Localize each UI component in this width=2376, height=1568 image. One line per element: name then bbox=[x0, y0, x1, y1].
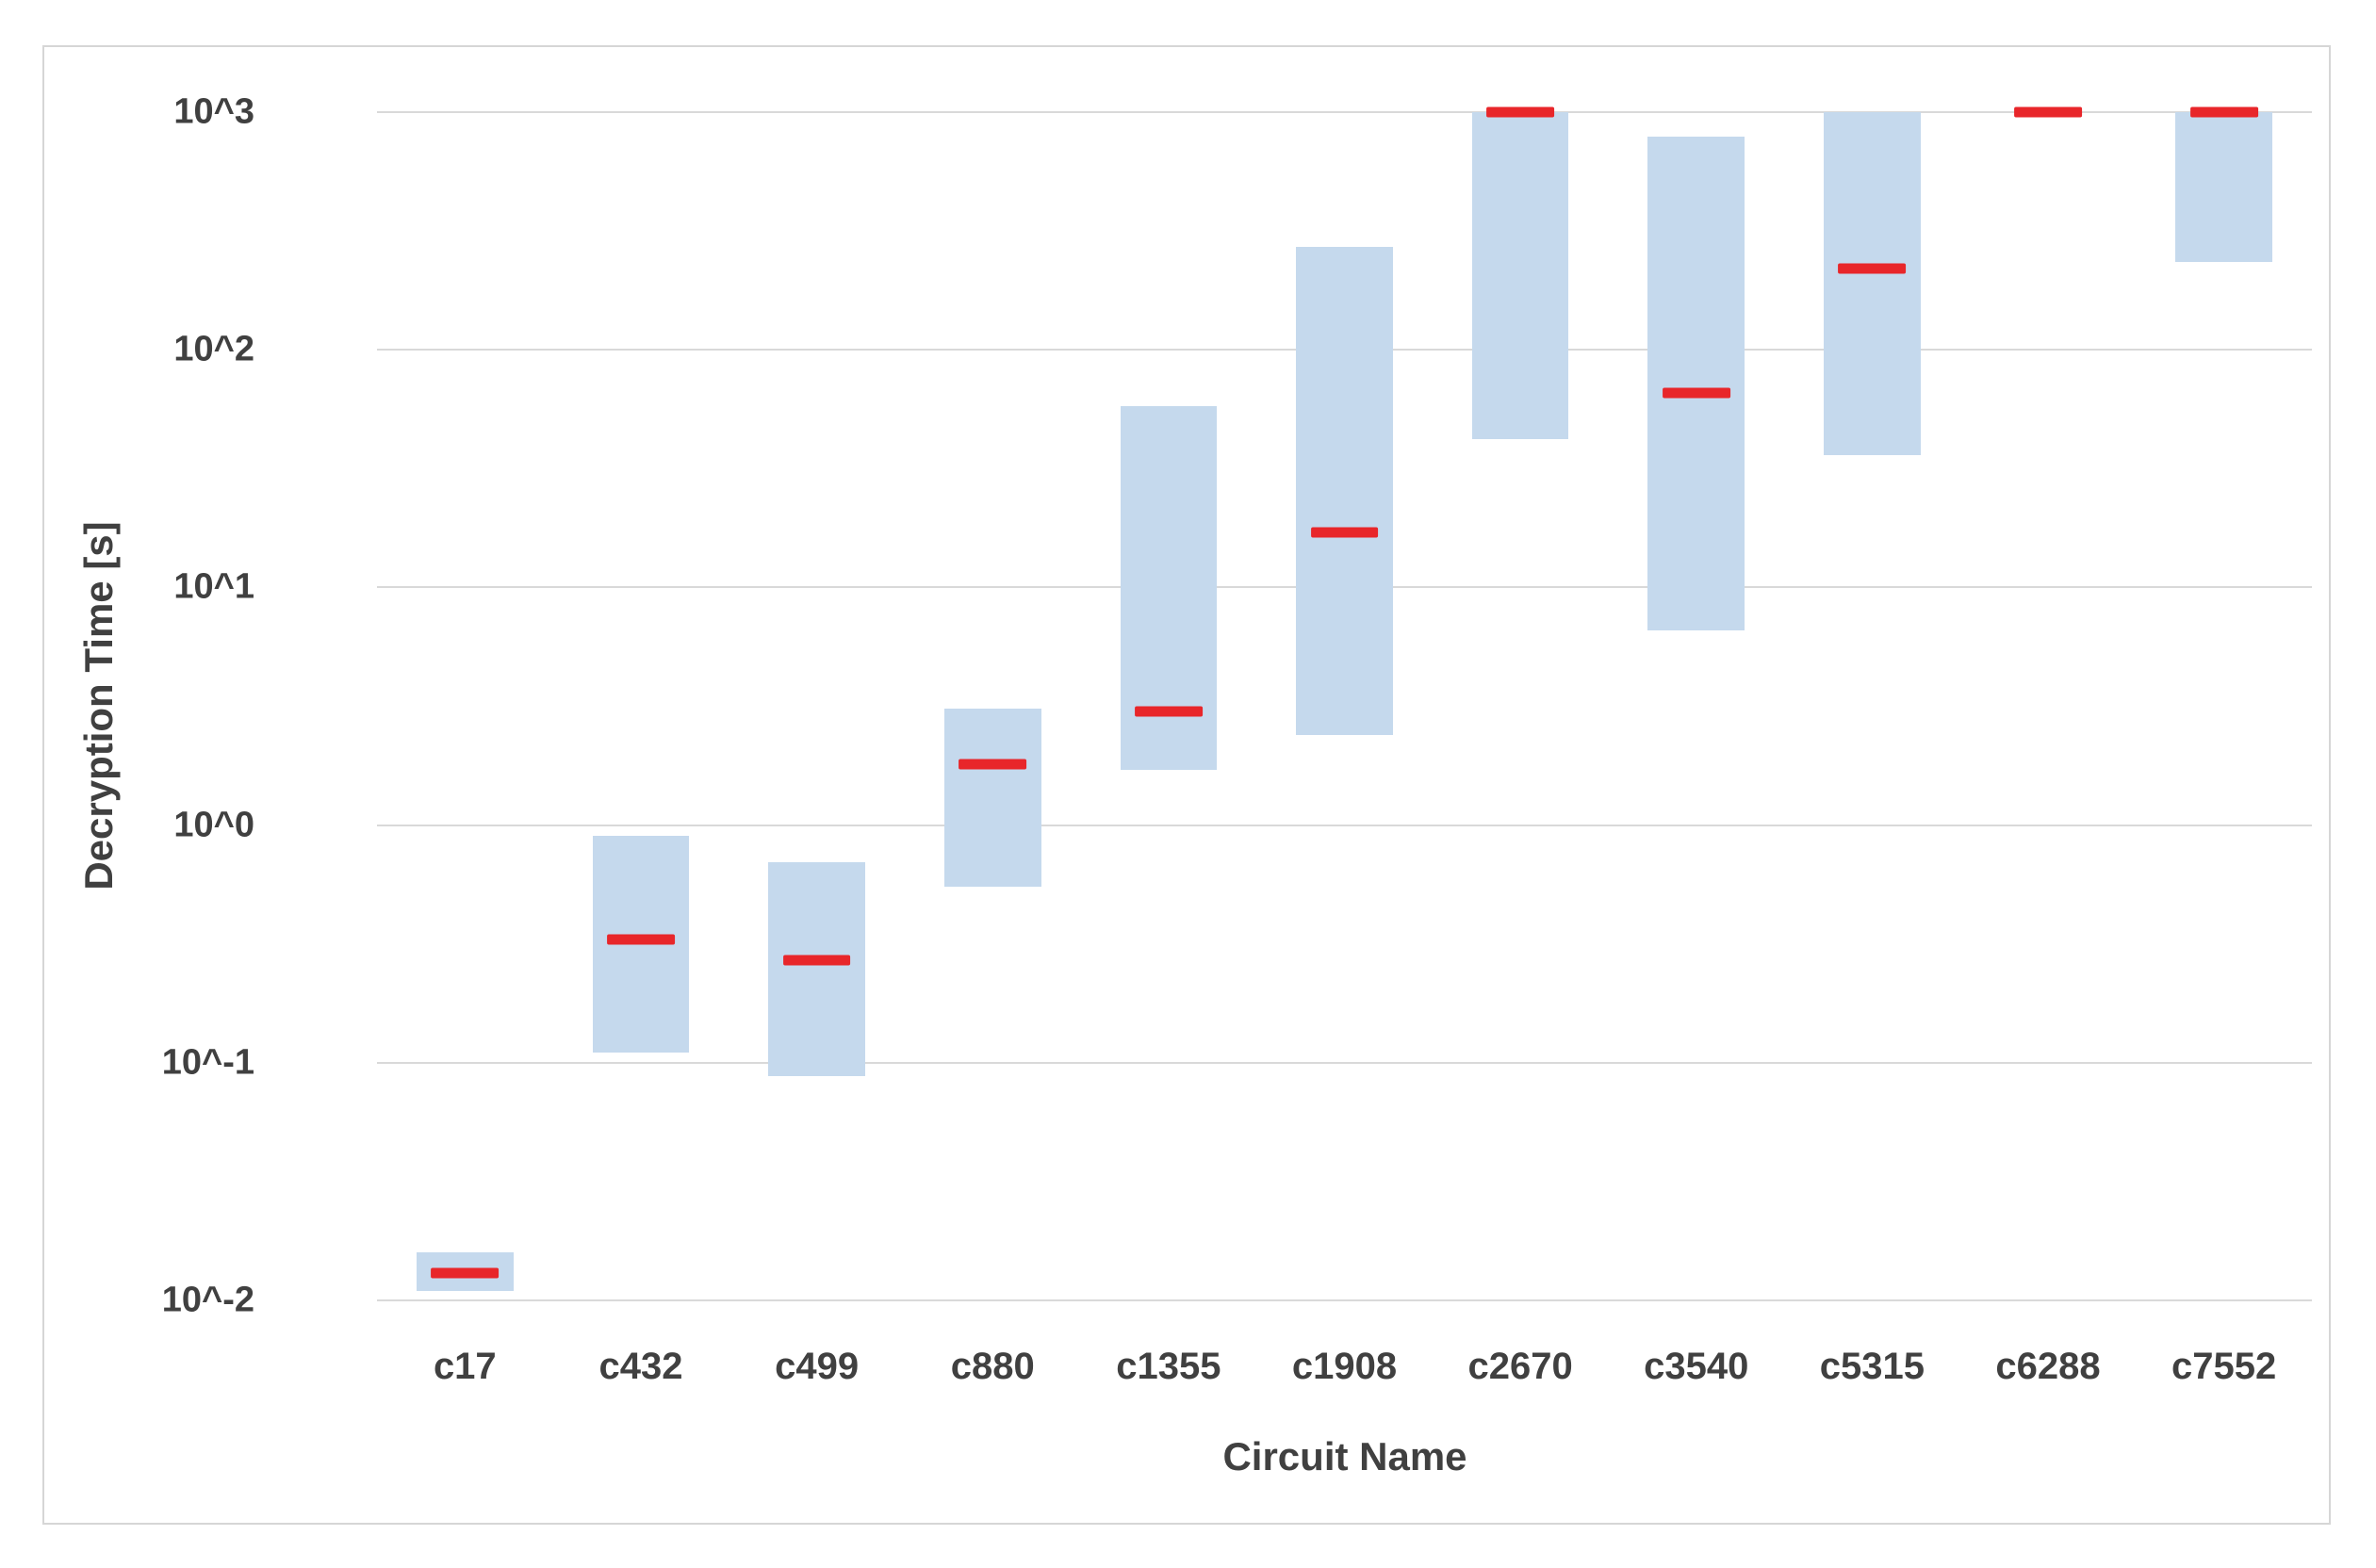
x-tick-label: c3540 bbox=[1644, 1346, 1749, 1387]
y-axis-tick-labels: 10^3 10^2 10^1 10^0 10^-1 10^-2 bbox=[28, 92, 254, 1320]
x-tick-label: c17 bbox=[433, 1346, 497, 1387]
marker-dash bbox=[1486, 106, 1555, 118]
range-bar bbox=[1647, 136, 1745, 630]
range-bar bbox=[943, 708, 1041, 888]
x-tick-label: c6288 bbox=[1995, 1346, 2101, 1387]
y-tick-label: 10^0 bbox=[173, 805, 254, 845]
range-bar bbox=[2175, 112, 2272, 262]
plot-area bbox=[377, 106, 2312, 1301]
gridline bbox=[377, 1061, 2312, 1064]
x-tick-label: c432 bbox=[598, 1346, 683, 1387]
gridline bbox=[377, 1299, 2312, 1301]
x-tick-label: c1908 bbox=[1291, 1346, 1398, 1387]
y-tick-label: 10^3 bbox=[173, 91, 254, 132]
x-tick-label: c499 bbox=[775, 1346, 860, 1387]
x-tick-label: c2670 bbox=[1467, 1346, 1573, 1387]
marker-dash bbox=[1134, 706, 1203, 717]
x-tick-label: c5315 bbox=[1819, 1346, 1925, 1387]
marker-dash bbox=[1838, 263, 1907, 274]
x-tick-label: c880 bbox=[950, 1346, 1035, 1387]
y-tick-label: 10^-1 bbox=[161, 1042, 254, 1083]
range-bar bbox=[1824, 112, 1921, 456]
range-bar bbox=[768, 861, 865, 1076]
marker-dash bbox=[959, 759, 1027, 770]
marker-dash bbox=[2189, 106, 2258, 118]
marker-dash bbox=[782, 955, 851, 966]
x-tick-label: c1355 bbox=[1116, 1346, 1221, 1387]
gridline bbox=[377, 824, 2312, 826]
x-axis-tick-labels: c17 c432 c499 c880 c1355 c1908 c2670 c3540 c5315… bbox=[377, 1300, 2312, 1432]
x-axis-title: Circuit Name bbox=[1222, 1434, 1467, 1478]
y-tick-label: 10^2 bbox=[173, 329, 254, 369]
marker-dash bbox=[1662, 387, 1730, 399]
range-bar bbox=[1471, 112, 1569, 440]
marker-dash bbox=[431, 1267, 500, 1279]
marker-dash bbox=[2014, 106, 2082, 118]
range-bar bbox=[1296, 247, 1393, 735]
marker-dash bbox=[1310, 527, 1379, 538]
gridline bbox=[377, 111, 2312, 113]
marker-dash bbox=[607, 934, 675, 945]
y-tick-label: 10^1 bbox=[173, 566, 254, 607]
y-tick-label: 10^-2 bbox=[161, 1280, 254, 1320]
x-tick-label: c7552 bbox=[2171, 1346, 2277, 1387]
